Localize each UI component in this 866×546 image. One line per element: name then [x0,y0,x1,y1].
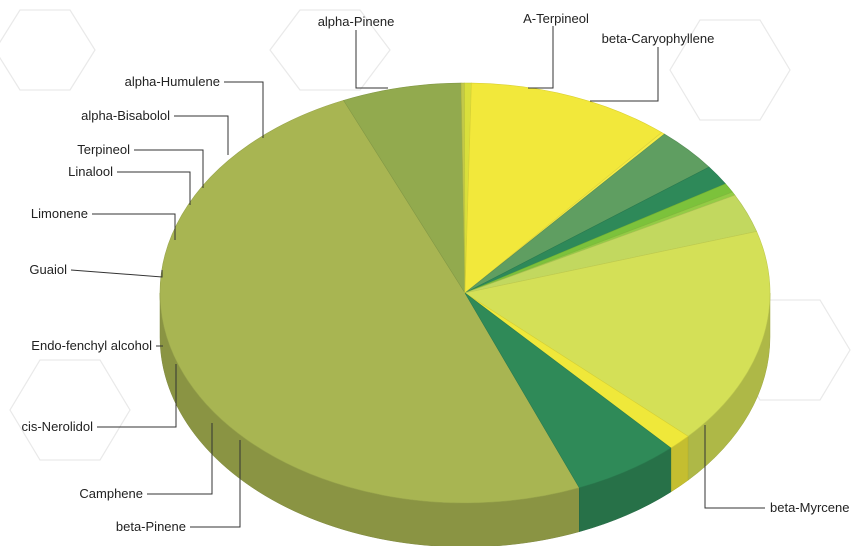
leader-line-beta-caryophyllene [590,47,659,102]
leader-line-alpha-bisabolol [174,115,229,155]
slice-label-beta-caryophyllene: beta-Caryophyllene [602,31,715,46]
slice-label-cis-nerolidol: cis-Nerolidol [21,419,93,434]
pie-slice-beta-myrcene [159,100,580,504]
leader-line-beta-pinene [190,440,241,528]
leader-line-camphene [147,423,213,495]
slice-label-linalool: Linalool [68,164,113,179]
leader-line-guaiol [70,269,163,278]
slice-label-a-terpineol: A-Terpineol [523,11,589,26]
slice-label-terpineol: Terpineol [77,142,130,157]
leader-line-alpha-pinene [355,30,388,89]
leader-line-beta-myrcene [704,425,765,509]
slice-label-limonene: Limonene [31,206,88,221]
slice-label-alpha-pinene: alpha-Pinene [318,14,395,29]
slice-label-guaiol: Guaiol [29,262,67,277]
leader-line-linalool [117,171,191,205]
slice-label-endo-fenchyl-alcohol: Endo-fenchyl alcohol [31,338,152,353]
pie-slice-endo-fenchyl-alcohol [464,82,663,294]
slice-label-alpha-humulene: alpha-Humulene [125,74,220,89]
slice-label-alpha-bisabolol: alpha-Bisabolol [81,108,170,123]
pie-slice-beta-caryophyllene [464,292,672,489]
leader-line-a-terpineol [528,26,554,89]
slice-label-beta-pinene: beta-Pinene [116,519,186,534]
slice-label-beta-myrcene: beta-Myrcene [770,500,849,515]
slice-label-camphene: Camphene [79,486,143,501]
leader-line-limonene [92,213,176,240]
pie-slice-alpha-pinene [464,231,771,437]
leader-line-terpineol [134,149,204,188]
pie-slice-beta-pinene [343,82,466,295]
leader-line-cis-nerolidol [97,364,177,428]
leader-line-alpha-humulene [224,81,264,138]
